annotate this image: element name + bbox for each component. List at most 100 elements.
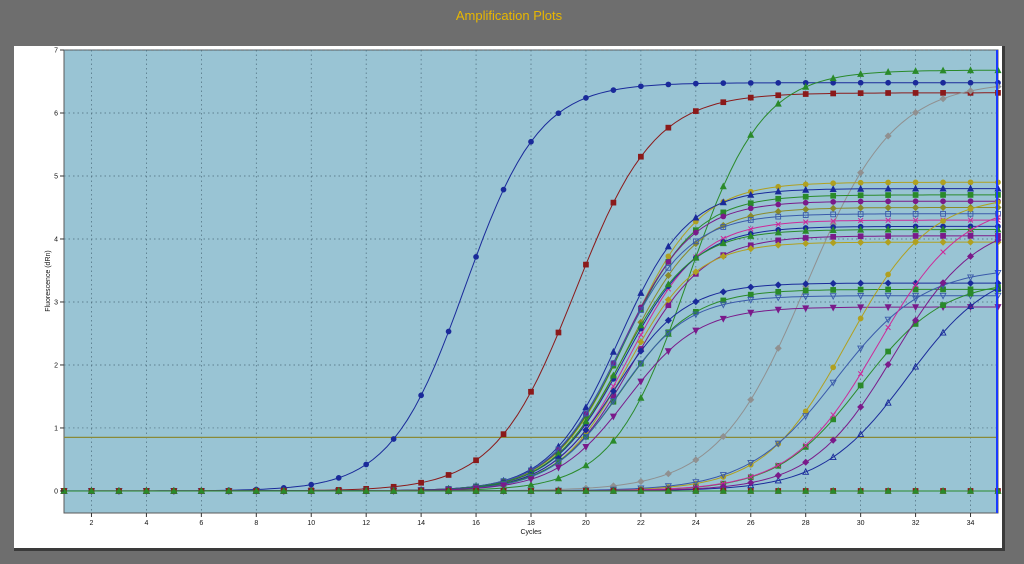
data-point	[747, 80, 754, 86]
data-point	[857, 315, 864, 322]
data-point	[720, 213, 727, 220]
x-tick-label: 18	[527, 520, 535, 527]
data-point	[747, 459, 755, 467]
data-point	[665, 302, 672, 309]
data-point	[418, 392, 424, 399]
data-point	[802, 486, 810, 494]
data-point	[885, 217, 891, 224]
data-point	[609, 387, 617, 395]
data-point	[802, 199, 809, 206]
data-point	[884, 316, 892, 324]
data-point	[774, 187, 782, 195]
data-point	[554, 486, 563, 494]
data-point	[528, 388, 534, 395]
data-point	[500, 186, 507, 193]
data-point	[637, 338, 645, 346]
data-point	[692, 213, 700, 221]
data-point	[857, 79, 864, 86]
data-point	[912, 486, 920, 494]
data-point	[637, 378, 645, 386]
data-point	[829, 185, 837, 193]
data-point	[912, 295, 920, 303]
data-point	[197, 486, 205, 494]
data-point	[857, 382, 864, 389]
data-point	[967, 179, 974, 186]
data-point	[747, 296, 755, 304]
x-tick-label: 32	[912, 520, 920, 527]
data-point	[637, 288, 645, 296]
data-point	[692, 238, 699, 245]
data-point	[363, 461, 370, 468]
data-point	[802, 212, 809, 218]
data-point	[857, 90, 864, 96]
x-tick-label: 2	[90, 520, 94, 527]
data-point	[802, 82, 810, 90]
data-point	[912, 316, 920, 324]
data-point	[966, 87, 975, 95]
data-point	[829, 293, 837, 301]
data-point	[445, 328, 452, 335]
data-point	[857, 279, 865, 287]
x-tick-label: 16	[472, 520, 480, 527]
data-point	[912, 198, 919, 205]
data-point	[638, 307, 644, 313]
plot-panel: 2 4 6 8 10 12 14 16 18 20 22 24 26 28 30 32 34 0 1 2 3 4 5 6 7 C…	[14, 46, 1005, 551]
data-point	[966, 252, 975, 260]
data-point	[802, 408, 809, 415]
data-point	[637, 486, 645, 494]
data-point	[774, 306, 782, 314]
data-point	[747, 486, 755, 494]
x-tick-label: 26	[747, 520, 755, 527]
data-point	[719, 432, 727, 441]
data-point	[884, 184, 892, 192]
data-point	[610, 199, 617, 206]
data-point	[966, 279, 975, 287]
data-point	[170, 486, 178, 494]
data-point	[967, 206, 974, 212]
data-point	[830, 180, 837, 187]
series-group	[60, 66, 1002, 495]
data-point	[830, 416, 837, 423]
data-point	[912, 217, 919, 223]
data-point	[664, 348, 672, 356]
data-point	[747, 94, 754, 101]
data-point	[802, 219, 809, 225]
data-point	[940, 233, 946, 239]
data-point	[857, 211, 864, 217]
data-point	[719, 252, 727, 260]
data-point	[830, 233, 837, 240]
data-point	[555, 110, 562, 117]
data-point	[912, 204, 920, 212]
data-point	[775, 92, 782, 99]
data-point	[554, 474, 563, 482]
data-point	[940, 249, 946, 255]
data-point	[499, 482, 508, 490]
data-point	[940, 179, 946, 186]
data-point	[940, 90, 946, 96]
data-point	[775, 79, 782, 86]
data-point	[747, 130, 755, 138]
data-point	[664, 280, 672, 288]
data-point	[774, 99, 782, 107]
data-point	[774, 241, 782, 249]
data-point	[609, 436, 617, 444]
data-point	[885, 198, 891, 205]
data-point	[637, 321, 645, 329]
data-point	[582, 417, 590, 425]
data-point	[829, 74, 837, 82]
data-point	[939, 203, 947, 212]
data-point	[775, 201, 782, 208]
data-point	[747, 396, 755, 404]
data-point	[609, 398, 617, 406]
data-point	[720, 99, 727, 106]
data-point	[940, 218, 946, 224]
data-point	[692, 229, 699, 236]
data-point	[857, 192, 864, 199]
data-point	[390, 486, 398, 494]
data-point	[87, 486, 96, 494]
data-point	[362, 486, 370, 494]
data-point	[830, 218, 836, 224]
data-point	[967, 290, 974, 297]
data-point	[967, 192, 974, 198]
